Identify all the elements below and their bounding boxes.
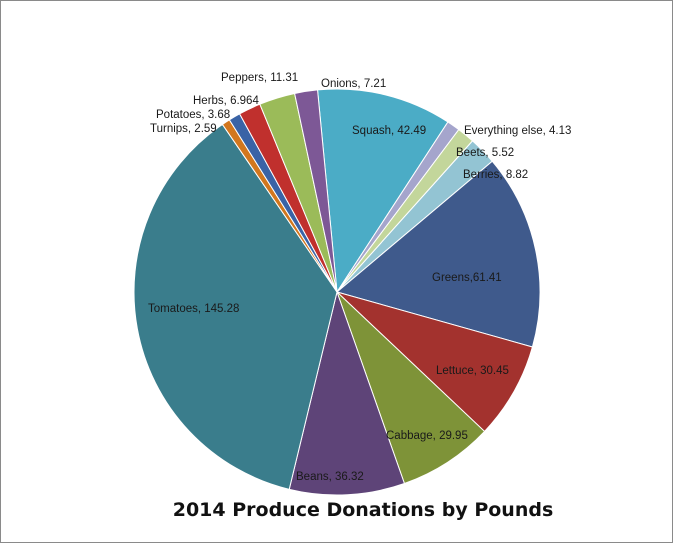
pie-slice-lettuce xyxy=(336,291,534,433)
pie-slice-onions xyxy=(294,89,338,293)
data-label-tomatoes: Tomatoes, 145.28 xyxy=(148,303,239,315)
pie-slice-squash xyxy=(316,88,449,294)
data-label-berries: Berries, 8.82 xyxy=(463,169,528,181)
data-label-turnips: Turnips, 2.59 xyxy=(150,123,217,135)
data-label-squash: Squash, 42.49 xyxy=(352,125,426,137)
data-label-everything-else: Everything else, 4.13 xyxy=(464,125,571,137)
data-label-beets: Beets, 5.52 xyxy=(456,147,514,159)
pie-slices xyxy=(133,88,541,496)
chart-title: 2014 Produce Donations by Pounds xyxy=(173,499,554,521)
data-label-greens: Greens,61.41 xyxy=(432,272,502,284)
pie-slice-beans xyxy=(288,290,406,496)
pie-slice-greens xyxy=(335,160,541,348)
data-label-beans: Beans, 36.32 xyxy=(296,471,364,483)
data-label-potatoes: Potatoes, 3.68 xyxy=(156,109,230,121)
pie-slice-tomatoes xyxy=(133,123,338,490)
data-label-cabbage: Cabbage, 29.95 xyxy=(386,430,468,442)
data-label-lettuce: Lettuce, 30.45 xyxy=(436,365,509,377)
pie-slice-cabbage xyxy=(336,291,486,485)
data-label-onions: Onions, 7.21 xyxy=(321,78,386,90)
pie-data-labels: Squash, 42.49 Everything else, 4.13 Beets,… xyxy=(148,72,571,483)
data-label-herbs: Herbs, 6.964 xyxy=(193,95,259,107)
data-label-peppers: Peppers, 11.31 xyxy=(221,72,298,84)
